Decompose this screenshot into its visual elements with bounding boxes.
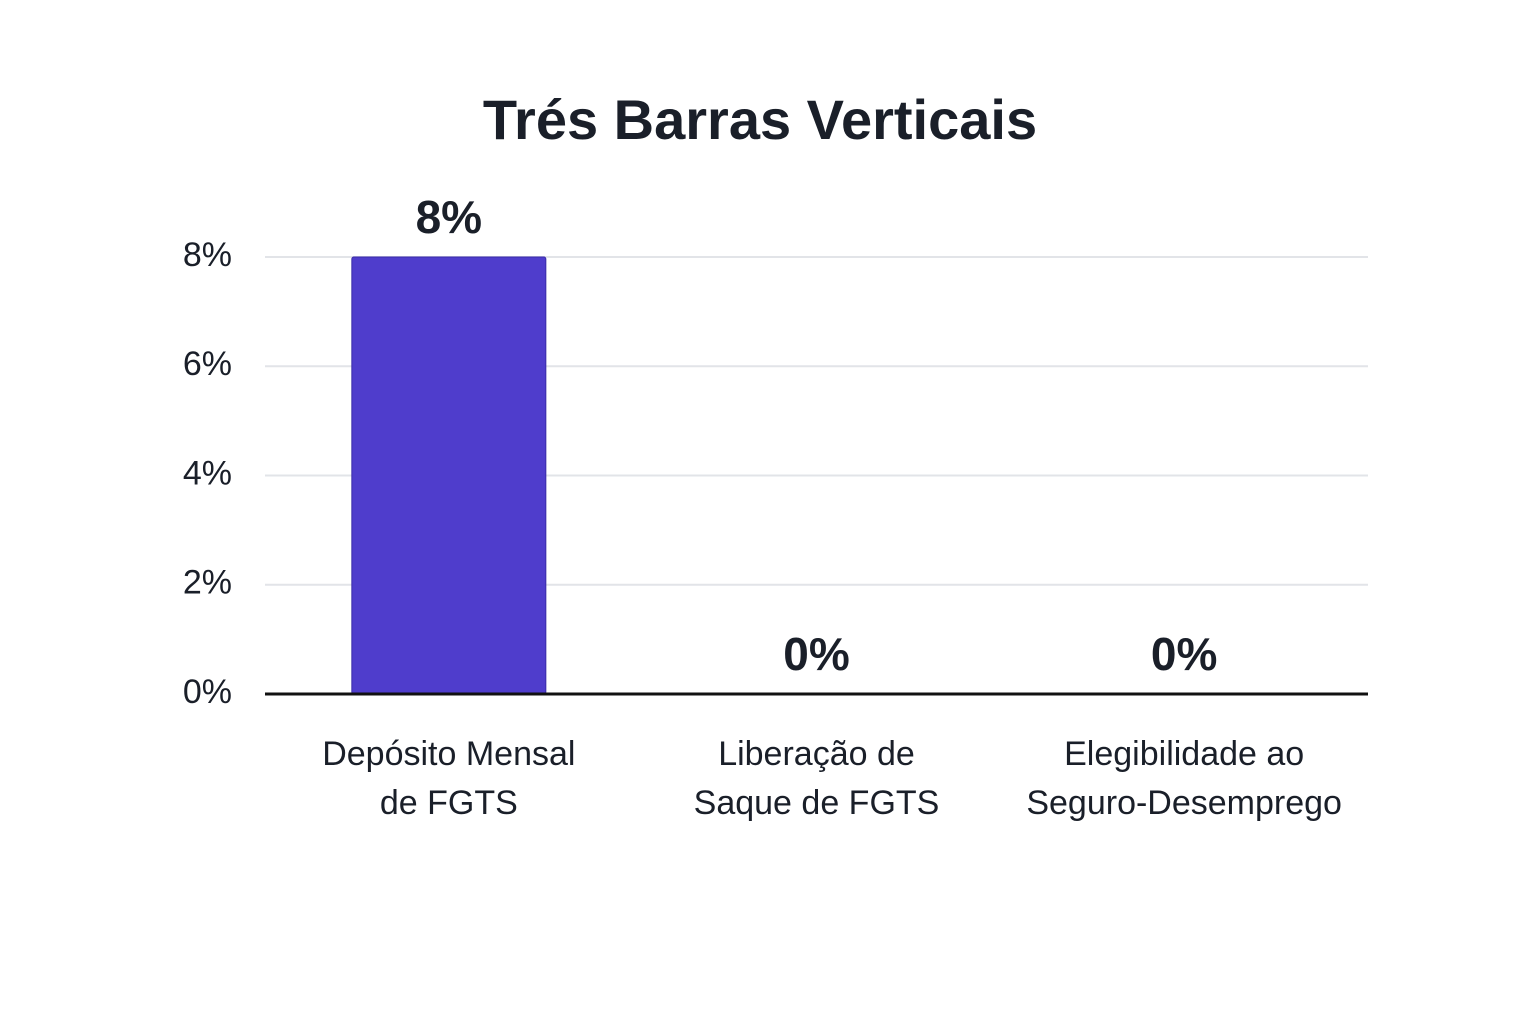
x-tick-label: Liberação de — [718, 735, 915, 773]
value-label: 8% — [416, 191, 482, 243]
x-tick-label: Depósito Mensal — [322, 735, 575, 773]
x-tick-label: Saque de FGTS — [694, 784, 940, 822]
x-tick-label: de FGTS — [380, 784, 518, 822]
y-tick-label: 8% — [183, 236, 232, 274]
y-tick-label: 2% — [183, 564, 232, 602]
chart-title: Trés Barras Verticais — [483, 88, 1037, 151]
bar — [351, 256, 547, 695]
value-label: 0% — [783, 628, 849, 680]
y-tick-label: 0% — [183, 673, 232, 711]
value-label: 0% — [1151, 628, 1217, 680]
y-tick-label: 4% — [183, 454, 232, 492]
x-tick-label: Elegibilidade ao — [1064, 735, 1304, 773]
y-tick-label: 6% — [183, 345, 232, 383]
x-tick-label: Seguro-Desemprego — [1026, 784, 1342, 822]
